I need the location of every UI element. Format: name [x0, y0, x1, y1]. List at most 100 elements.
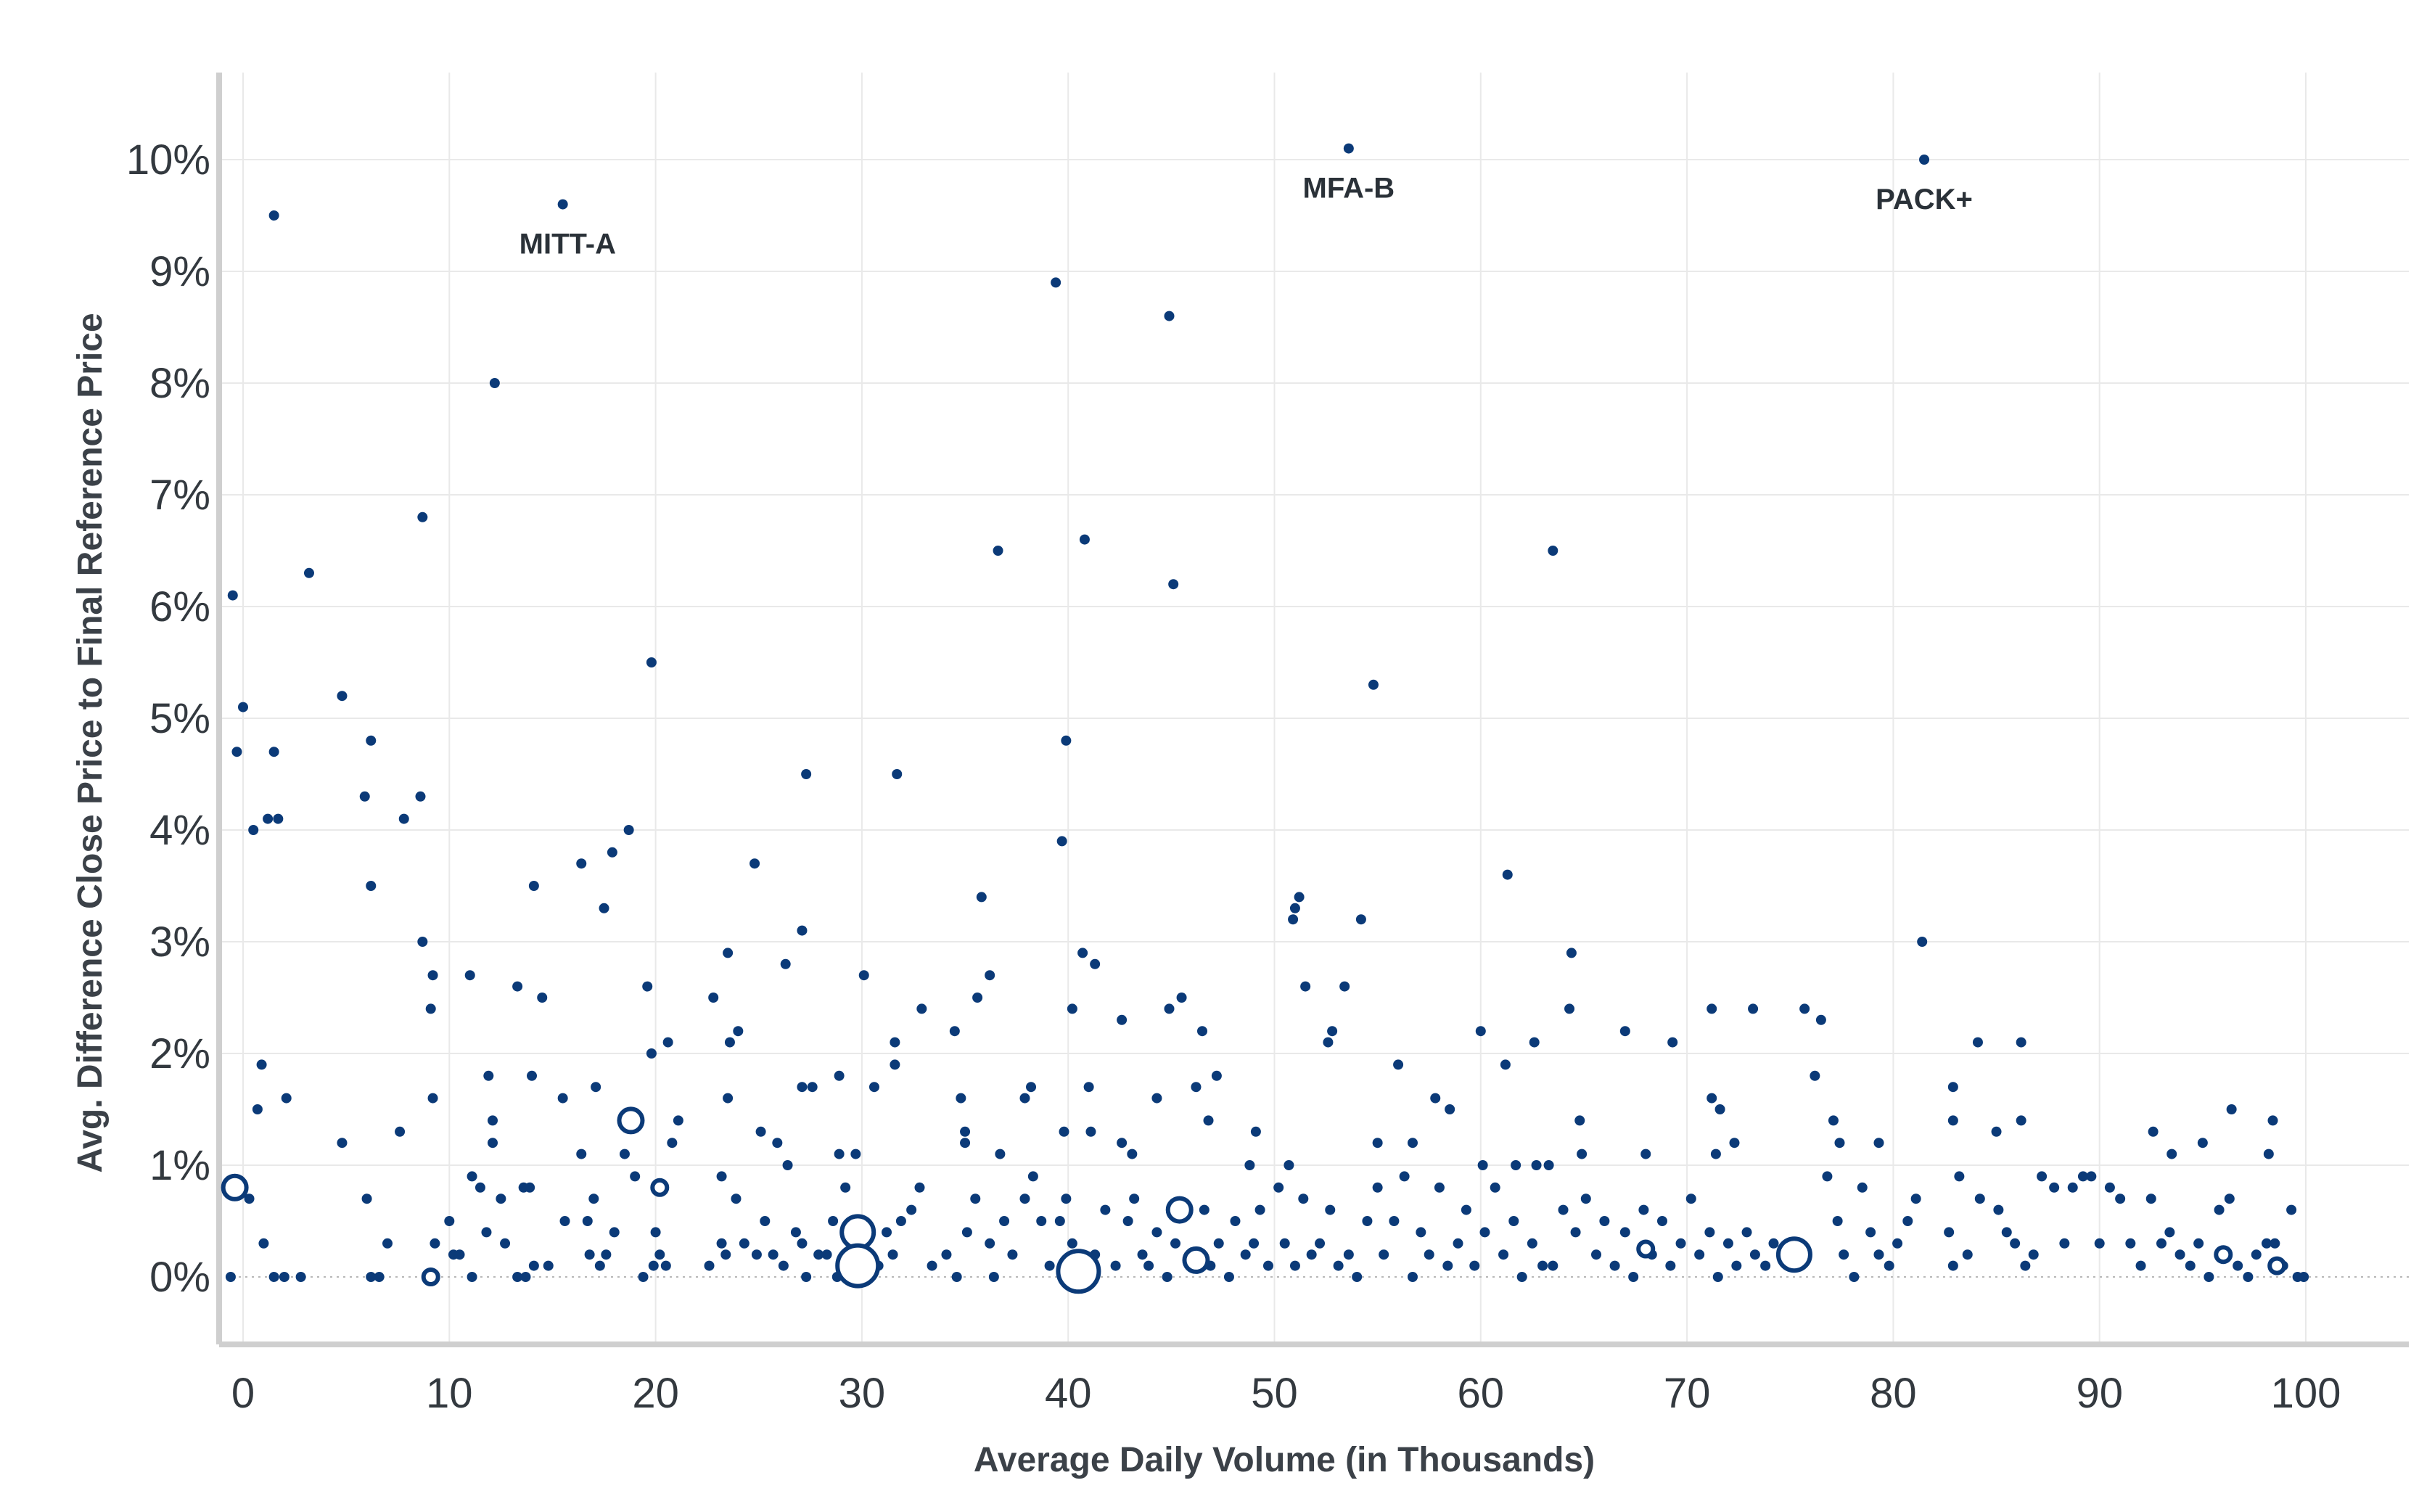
data-point: [244, 1193, 255, 1204]
data-point: [525, 1182, 535, 1193]
x-tick-label: 60: [1458, 1370, 1505, 1417]
data-point: [1722, 1238, 1733, 1249]
data-point: [790, 1227, 801, 1238]
data-point: [2286, 1204, 2297, 1215]
data-point: [749, 858, 760, 869]
data-point: [1162, 1272, 1172, 1282]
data-point: [268, 1272, 279, 1282]
data-point: [623, 825, 634, 835]
data-point: [1168, 579, 1179, 590]
data-point: [1240, 1249, 1251, 1260]
data-point: [1027, 1171, 1038, 1182]
x-tick-label: 80: [1870, 1370, 1917, 1417]
data-point: [1591, 1249, 1602, 1260]
data-point: [927, 1260, 937, 1271]
data-point: [2077, 1171, 2088, 1182]
data-point: [1151, 1227, 1162, 1238]
data-point: [2156, 1238, 2167, 1249]
data-points: [221, 143, 2309, 1294]
x-tick-label: 50: [1251, 1370, 1298, 1417]
data-point: [797, 1238, 808, 1249]
data-point: [1077, 948, 1088, 958]
data-point: [425, 1003, 436, 1014]
data-point: [1442, 1260, 1453, 1271]
data-point: [1110, 1260, 1121, 1271]
y-tick-label: 4%: [149, 807, 210, 854]
data-point: [1019, 1193, 1030, 1204]
data-point: [1294, 892, 1305, 903]
data-point: [2010, 1238, 2021, 1249]
data-point: [454, 1249, 465, 1260]
data-point: [366, 735, 377, 746]
data-point: [797, 1082, 808, 1093]
x-tick-label: 70: [1664, 1370, 1711, 1417]
data-point: [1254, 1204, 1265, 1215]
data-point: [1453, 1238, 1463, 1249]
data-point: [1054, 1216, 1065, 1226]
data-point: [914, 1182, 925, 1193]
y-tick-label: 6%: [149, 583, 210, 630]
data-point: [1962, 1249, 1973, 1260]
data-point: [225, 1272, 236, 1282]
data-point: [1712, 1272, 1723, 1282]
data-point: [2214, 1204, 2225, 1215]
data-point: [1570, 1227, 1581, 1238]
data-point: [2164, 1227, 2175, 1238]
data-point: [1527, 1238, 1537, 1249]
data-point: [1731, 1260, 1742, 1271]
data-point: [467, 1272, 477, 1282]
data-point: [374, 1272, 385, 1282]
data-point: [2094, 1238, 2105, 1249]
data-point: [1707, 1003, 1717, 1014]
data-point: [906, 1204, 917, 1215]
data-point: [582, 1216, 593, 1226]
data-point: [1223, 1272, 1234, 1282]
data-point: [999, 1216, 1010, 1226]
data-point: [2233, 1260, 2243, 1271]
data-point: [1760, 1260, 1771, 1271]
data-point: [660, 1260, 671, 1271]
data-point: [1196, 1026, 1207, 1037]
data-point: [1424, 1249, 1434, 1260]
data-point: [801, 1272, 812, 1282]
data-point: [1430, 1093, 1441, 1104]
data-point: [1748, 1003, 1759, 1014]
data-point: [1327, 1026, 1338, 1037]
data-point: [303, 567, 314, 578]
data-point: [1638, 1204, 1649, 1215]
data-point-open: [2214, 1245, 2233, 1265]
data-point: [868, 1082, 879, 1093]
data-point-open: [1056, 1249, 1101, 1294]
data-point: [1407, 1272, 1418, 1282]
data-point: [723, 1093, 734, 1104]
data-point: [1079, 534, 1090, 545]
data-point: [828, 1216, 839, 1226]
data-point: [1273, 1182, 1284, 1193]
data-point: [1665, 1260, 1676, 1271]
data-point: [708, 993, 719, 1003]
x-axis-title: Average Daily Volume (in Thousands): [974, 1441, 1595, 1479]
data-point: [654, 1249, 665, 1260]
data-point-open: [617, 1106, 645, 1135]
data-point: [1051, 277, 1061, 288]
data-point: [1675, 1238, 1686, 1249]
data-point: [359, 791, 370, 802]
data-point: [279, 1272, 289, 1282]
data-point: [1117, 1014, 1128, 1025]
data-point: [430, 1238, 440, 1249]
data-point: [801, 769, 812, 779]
data-point: [2115, 1193, 2126, 1204]
data-point: [1203, 1115, 1214, 1126]
data-point: [1511, 1160, 1521, 1170]
data-point-open: [1165, 1196, 1194, 1224]
data-point: [1407, 1138, 1418, 1149]
data-point: [1768, 1238, 1779, 1249]
annotation-label: PACK+: [1876, 184, 1973, 215]
data-point: [1469, 1260, 1480, 1271]
data-point: [1558, 1204, 1569, 1215]
data-point: [1609, 1260, 1620, 1271]
data-point: [231, 747, 242, 757]
data-point: [238, 702, 248, 712]
data-point: [960, 1126, 971, 1137]
